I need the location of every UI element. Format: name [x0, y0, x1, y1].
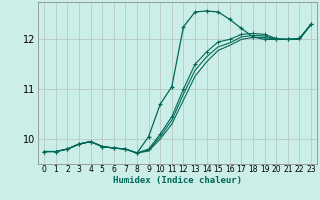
X-axis label: Humidex (Indice chaleur): Humidex (Indice chaleur)	[113, 176, 242, 185]
